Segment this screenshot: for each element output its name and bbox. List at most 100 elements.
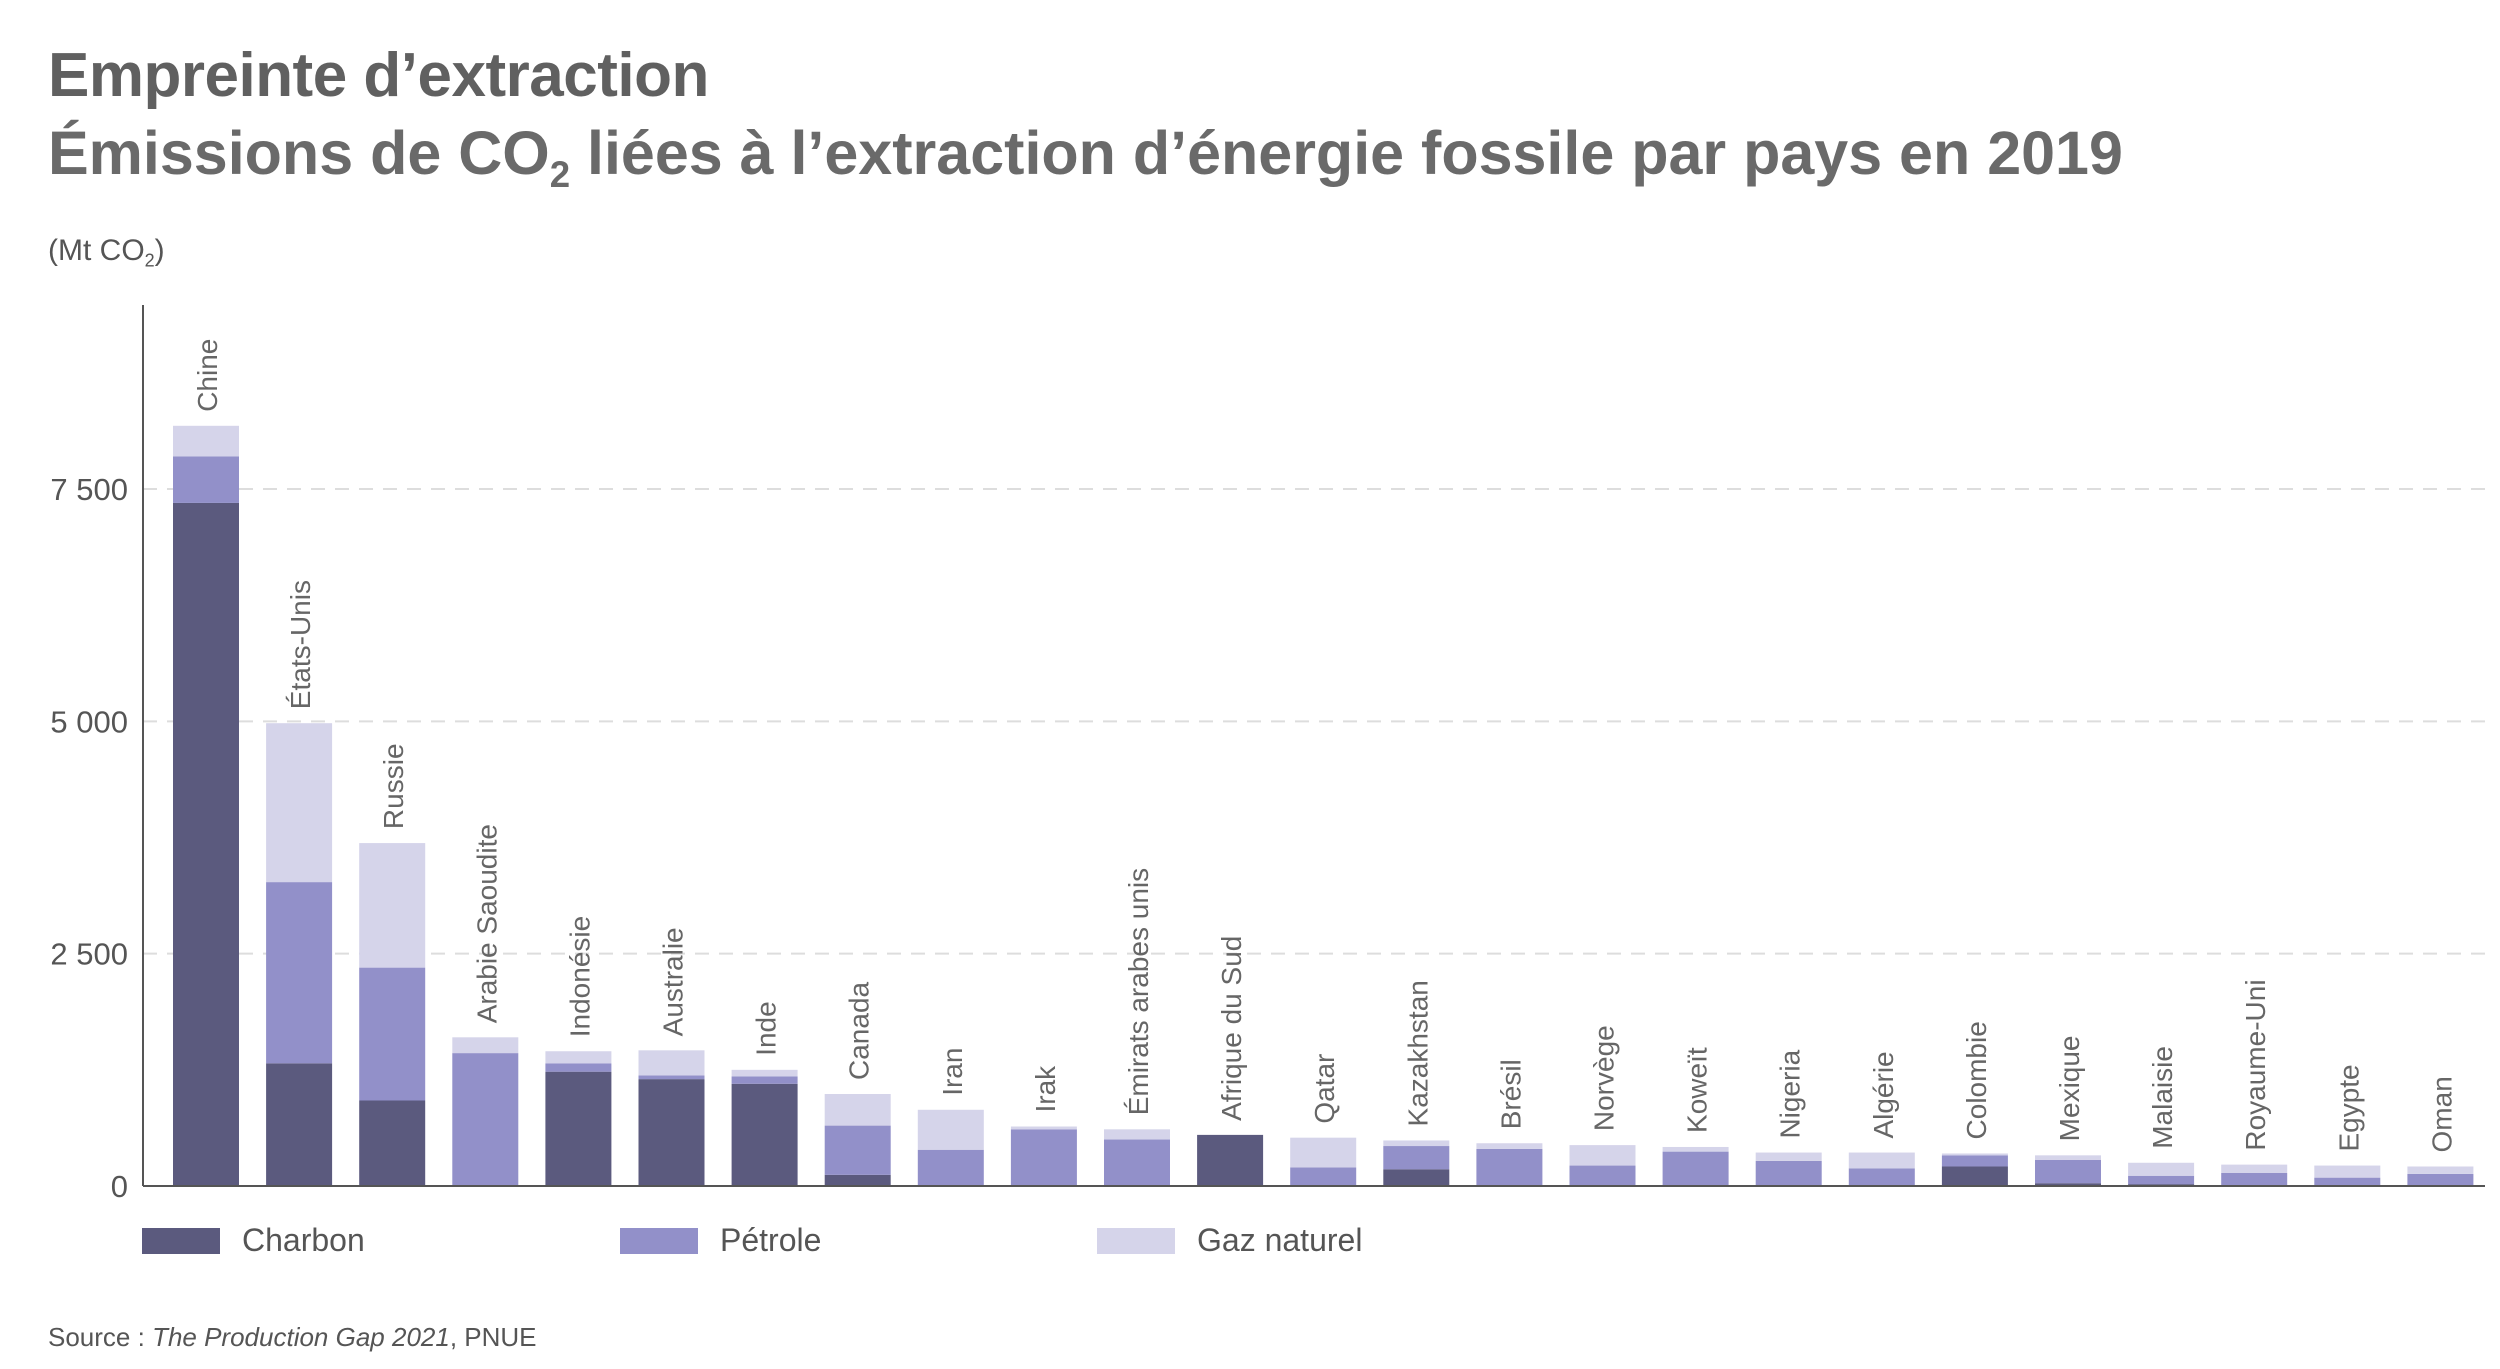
category-label: Qatar [1309, 1054, 1340, 1124]
bar-segment-petrole [452, 1053, 519, 1186]
legend-swatch-charbon [142, 1227, 220, 1254]
bar-segment-gaz-naturel [266, 723, 333, 883]
bar-segment-gaz-naturel [173, 425, 239, 457]
bar-segment-charbon [1941, 1166, 2008, 1186]
legend-swatch-petrole [620, 1227, 698, 1254]
bar-segment-petrole [266, 882, 333, 1064]
bar-segment-charbon [173, 502, 239, 1186]
category-label: Australie [658, 927, 689, 1036]
bar-segment-gaz-naturel [2314, 1165, 2381, 1178]
category-label: Kazakhstan [1402, 980, 1433, 1126]
chart-subtitle: Émissions de CO2 liées à l’extraction d’… [48, 119, 2123, 195]
bar-segment-petrole [1104, 1139, 1170, 1186]
bar-segment-gaz-naturel [2407, 1166, 2474, 1174]
category-label: Egypte [2333, 1064, 2364, 1151]
category-label: Brésil [1495, 1059, 1526, 1129]
bar-segment-gaz-naturel [1755, 1152, 1822, 1161]
bar-segment-gaz-naturel [1104, 1129, 1170, 1140]
bar-segment-petrole [917, 1149, 984, 1186]
bar-segment-charbon [638, 1079, 705, 1186]
bar-segment-gaz-naturel [1848, 1152, 1915, 1169]
y-tick-label: 7 500 [50, 472, 128, 507]
bar-segment-gaz-naturel [731, 1069, 798, 1077]
bar-segment-petrole [2035, 1159, 2101, 1184]
bar-segment-charbon [1383, 1169, 1450, 1186]
bar-segment-charbon [2035, 1183, 2101, 1186]
bar-segment-petrole [1755, 1160, 1822, 1186]
category-label: Inde [751, 1001, 782, 1056]
bar-segment-gaz-naturel [545, 1051, 612, 1064]
bar-segment-charbon [359, 1100, 426, 1186]
category-label: Nigeria [1775, 1049, 1806, 1138]
category-label: Indonésie [564, 916, 595, 1037]
bar-segment-petrole [731, 1076, 798, 1084]
bar-segment-petrole [2221, 1172, 2288, 1186]
legend-label: Gaz naturel [1197, 1222, 1363, 1258]
category-label: Malaisie [2147, 1046, 2178, 1149]
y-axis-unit-label: (Mt CO2) [48, 234, 165, 271]
bar-segment-petrole [1476, 1148, 1543, 1186]
legend-item-charbon: Charbon [142, 1222, 365, 1259]
category-labels: Chine États-Unis Russie Arabie Saoudite Indo… [192, 339, 2457, 1153]
bar-segment-petrole [1290, 1167, 1357, 1186]
bar-segment-gaz-naturel [1290, 1137, 1357, 1168]
source-note: Source : The Production Gap 2021, PNUE [48, 1322, 537, 1352]
category-label: États-Unis [285, 580, 316, 709]
y-tick-label: 2 500 [50, 937, 128, 972]
bar-segment-gaz-naturel [1476, 1143, 1543, 1149]
bar-segment-gaz-naturel [1010, 1126, 1077, 1130]
gridlines [143, 488, 2485, 955]
bar-segment-charbon [824, 1174, 891, 1186]
bar-segment-gaz-naturel [1383, 1140, 1450, 1147]
bar-segment-petrole [1383, 1146, 1450, 1170]
category-label: Colombie [1961, 1021, 1992, 1139]
legend-item-petrole: Pétrole [620, 1222, 821, 1259]
category-label: Koweït [1682, 1047, 1713, 1133]
legend-item-gaz-naturel: Gaz naturel [1097, 1222, 1362, 1259]
bar-segment-gaz-naturel [1941, 1153, 2008, 1156]
bar-segment-charbon [266, 1063, 333, 1186]
bar-segment-charbon [731, 1083, 798, 1186]
category-label: Canada [844, 981, 875, 1080]
bar-segment-gaz-naturel [359, 843, 426, 968]
bar-segment-petrole [359, 967, 426, 1101]
y-tick-label: 0 [111, 1169, 128, 1204]
bar-segment-gaz-naturel [917, 1109, 984, 1150]
y-tick-label: 5 000 [50, 704, 128, 739]
category-label: Iran [937, 1048, 968, 1096]
category-label: Algérie [1868, 1051, 1899, 1138]
legend-swatch-gaz-naturel [1097, 1227, 1175, 1254]
bar-segment-charbon [545, 1071, 612, 1186]
legend-label: Charbon [242, 1222, 365, 1258]
bar-segment-petrole [1941, 1155, 2008, 1167]
bar-segment-petrole [2128, 1175, 2195, 1185]
bar-segment-petrole [2407, 1173, 2474, 1186]
bar-segment-gaz-naturel [2128, 1162, 2195, 1176]
bar-segment-gaz-naturel [2221, 1164, 2288, 1173]
category-label: Norvège [1589, 1025, 1620, 1131]
bar-segment-petrole [1662, 1151, 1729, 1186]
bar-segment-gaz-naturel [824, 1093, 891, 1126]
category-label: Irak [1030, 1065, 1061, 1113]
bar-segment-gaz-naturel [1662, 1146, 1729, 1152]
bar-segment-petrole [638, 1075, 705, 1080]
bar-segment-petrole [824, 1125, 891, 1175]
category-label: Arabie Saoudite [471, 824, 502, 1023]
category-label: Mexique [2054, 1035, 2085, 1141]
category-label: Oman [2426, 1076, 2457, 1152]
category-label: Émirats arabes unis [1123, 868, 1154, 1115]
bar-segment-gaz-naturel [1569, 1145, 1636, 1166]
bar-segment-charbon [1197, 1134, 1264, 1186]
bars [173, 425, 2474, 1186]
bar-segment-gaz-naturel [452, 1037, 519, 1054]
y-axis-ticks: 0 2 500 5 000 7 500 [50, 472, 128, 1204]
bar-segment-petrole [1010, 1129, 1077, 1186]
category-label: Chine [192, 339, 223, 412]
bar-segment-petrole [1848, 1168, 1915, 1186]
bar-segment-gaz-naturel [638, 1050, 705, 1076]
chart-title: Empreinte d’extraction [48, 41, 709, 110]
legend-label: Pétrole [720, 1222, 822, 1258]
category-label: Russie [378, 743, 409, 829]
bar-segment-petrole [545, 1063, 612, 1072]
